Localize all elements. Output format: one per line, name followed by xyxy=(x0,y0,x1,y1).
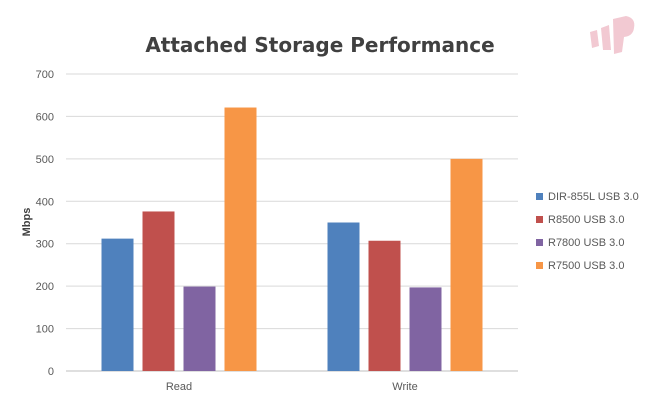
legend-swatch xyxy=(536,262,543,269)
legend-label: R7800 USB 3.0 xyxy=(548,237,624,249)
bar xyxy=(183,286,216,371)
legend-label: DIR-855L USB 3.0 xyxy=(548,191,639,203)
bar xyxy=(327,222,360,371)
y-axis-label: Mbps xyxy=(21,208,33,237)
chart-title: Attached Storage Performance xyxy=(145,33,494,57)
legend-swatch xyxy=(536,216,543,223)
legend-swatch xyxy=(536,239,543,246)
legend-label: R8500 USB 3.0 xyxy=(548,214,624,226)
y-tick-label: 200 xyxy=(36,281,54,293)
legend-swatch xyxy=(536,193,543,200)
y-tick-label: 600 xyxy=(36,111,54,123)
bar xyxy=(142,211,175,371)
y-tick-label: 100 xyxy=(36,324,54,336)
bar xyxy=(409,287,442,371)
bar xyxy=(450,158,483,371)
legend: DIR-855L USB 3.0 R8500 USB 3.0 R7800 USB 3… xyxy=(536,191,639,272)
bar xyxy=(101,238,134,371)
bar xyxy=(368,240,401,371)
y-tick-label: 400 xyxy=(36,196,54,208)
y-tick-label: 0 xyxy=(48,366,54,378)
bar xyxy=(224,107,257,372)
bars xyxy=(101,107,483,372)
x-tick-label: Read xyxy=(166,381,192,393)
y-axis-ticks: 0 100 200 300 400 500 600 700 xyxy=(36,69,54,378)
gridlines xyxy=(66,73,518,372)
y-tick-label: 700 xyxy=(36,69,54,81)
brand-logo-icon xyxy=(590,16,635,54)
legend-label: R7500 USB 3.0 xyxy=(548,260,624,272)
y-tick-label: 500 xyxy=(36,154,54,166)
y-tick-label: 300 xyxy=(36,239,54,251)
x-tick-label: Write xyxy=(392,381,417,393)
x-axis-ticks: Read Write xyxy=(166,381,418,393)
